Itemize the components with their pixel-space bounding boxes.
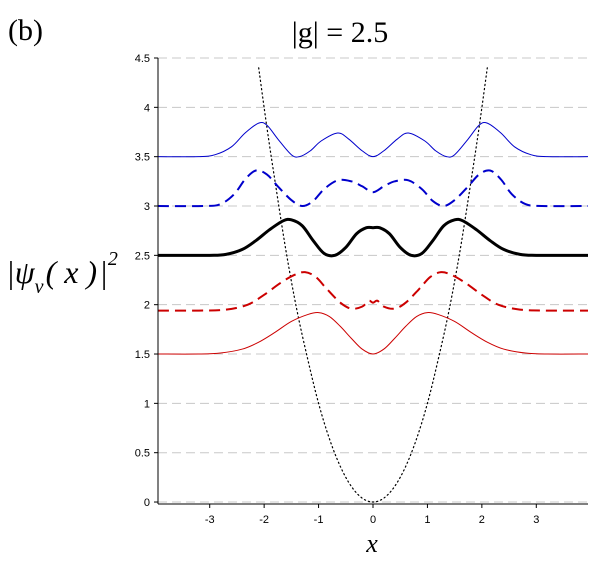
grid-lines (158, 57, 588, 503)
x-tick-label-4: 1 (424, 514, 430, 526)
y-tick-label-3: 1.5 (135, 349, 150, 361)
x-tick-label-1: -2 (259, 514, 269, 526)
axes (157, 58, 588, 505)
x-tick-label-6: 3 (533, 514, 539, 526)
x-tick-label-2: -1 (314, 514, 324, 526)
series-line-5 (157, 121, 589, 158)
series-line-2 (157, 271, 589, 312)
ticks: 0 0.5 1 1.5 2 2.5 3 3.5 4 4.5 -3 -2 -1 0 1 2 3 (135, 53, 540, 526)
series-group (157, 67, 589, 503)
x-axis-label: x (365, 529, 378, 558)
y-axis-label-text: |ψν( x )|2 (6, 248, 118, 298)
x-tick-label-0: -3 (205, 514, 215, 526)
y-tick-label-9: 4.5 (135, 53, 150, 65)
chart-title: |g| = 2.5 (292, 16, 388, 49)
series-line-1 (157, 312, 589, 355)
series-line-0 (258, 67, 488, 503)
y-tick-label-0: 0 (144, 497, 150, 509)
y-tick-label-2: 1 (144, 398, 150, 410)
y-tick-label-6: 3 (144, 201, 150, 213)
x-tick-label-3: 0 (370, 514, 376, 526)
series-line-3 (157, 217, 589, 258)
y-axis-label: |ψν( x )|2 (6, 248, 118, 298)
series-line-4 (157, 169, 589, 208)
y-tick-label-1: 0.5 (135, 448, 150, 460)
panel-label: (b) (8, 14, 43, 47)
x-tick-label-5: 2 (479, 514, 485, 526)
y-tick-label-5: 2.5 (135, 250, 150, 262)
y-tick-label-8: 4 (144, 102, 150, 114)
y-tick-label-7: 3.5 (135, 152, 150, 164)
y-tick-label-4: 2 (144, 300, 150, 312)
